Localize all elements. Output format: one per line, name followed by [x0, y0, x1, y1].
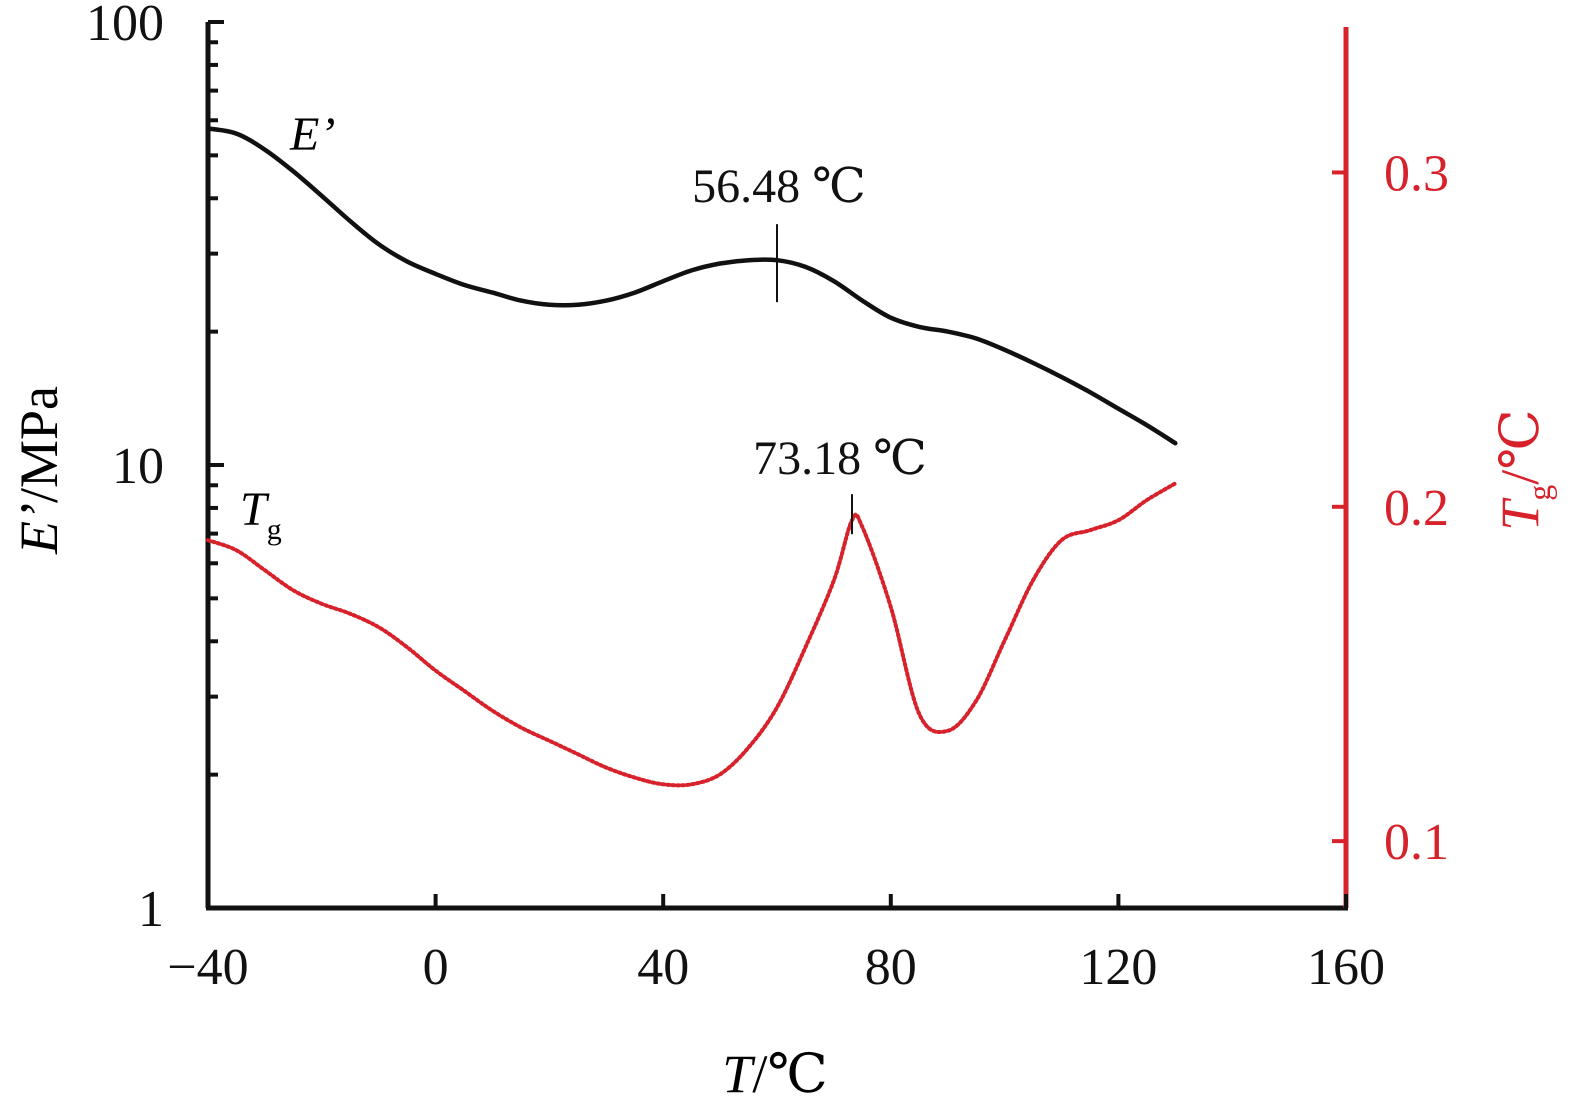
x-axis-title-var: T	[722, 1044, 756, 1104]
y-right-tick-label: 0.2	[1384, 480, 1449, 537]
series-label-tg: Tg	[240, 483, 282, 546]
x-tick-label: 120	[1079, 939, 1157, 996]
x-tick-label: 0	[423, 939, 449, 996]
series-line-tg	[206, 481, 1178, 788]
y-right-axis-title-unit: /℃	[1490, 409, 1550, 484]
x-tick-label: 80	[865, 939, 917, 996]
x-axis-title-unit: /℃	[752, 1044, 827, 1104]
y-left-tick-label: 100	[86, 0, 164, 52]
y-left-axis-title: E’/MPa	[9, 386, 69, 555]
y-left-tick-label: 10	[112, 438, 164, 495]
annotation-label: 73.18 ℃	[753, 432, 927, 485]
y-left-tick-label: 1	[138, 881, 164, 938]
series-line-e-prime	[205, 126, 1178, 446]
annotation-label: 56.48 ℃	[692, 160, 866, 213]
annotation-layer: 56.48 ℃ 73.18 ℃	[692, 160, 927, 535]
y-left-axis-title-unit: /MPa	[9, 386, 69, 503]
y-right-axis-title-var: T	[1490, 497, 1550, 531]
series-layer	[205, 126, 1178, 788]
x-tick-label: −40	[167, 939, 248, 996]
y-right-axis-title: Tg/℃	[1490, 409, 1557, 530]
y-right-axis-title-sub: g	[1521, 485, 1557, 501]
x-tick-label: 40	[637, 939, 689, 996]
y-left-axis-title-var: E’	[9, 503, 69, 555]
y-right-tick-label: 0.1	[1384, 814, 1449, 871]
series-label-tg-sub: g	[267, 513, 282, 546]
series-label-e-prime: E’	[289, 108, 335, 161]
x-tick-label: 160	[1307, 939, 1385, 996]
axes-group: −40 0 40 80 120 160 1 10 100 0.1 0.2 0.3	[86, 0, 1449, 996]
x-axis-title: T/℃	[722, 1044, 827, 1104]
y-right-tick-label: 0.3	[1384, 145, 1449, 202]
series-label-tg-var: T	[240, 483, 270, 536]
